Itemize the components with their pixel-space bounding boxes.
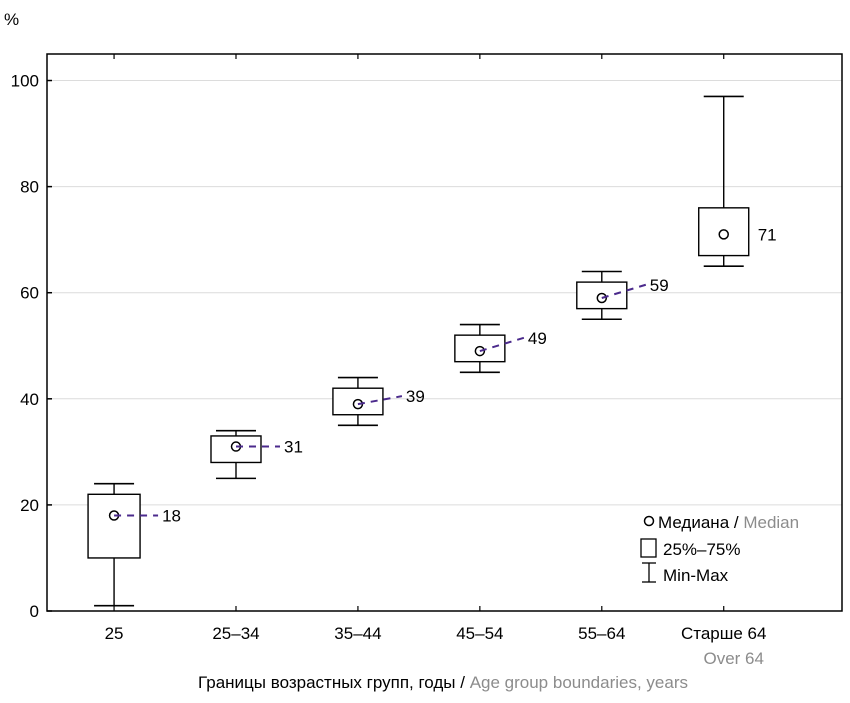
iqr-box (454, 334, 506, 363)
median-value-label: 18 (162, 507, 181, 526)
boxes: 18 31 39 49 59 71 (87, 95, 777, 607)
x-axis-label: Границы возрастных групп, годы / Age gro… (198, 673, 688, 692)
median-value-label: 49 (528, 329, 547, 348)
y-tick-label: 60 (20, 284, 39, 303)
y-tick-label: 100 (11, 72, 39, 91)
grid-lines (47, 80, 842, 506)
iqr-box (576, 281, 628, 310)
y-tick-label: 20 (20, 496, 39, 515)
x-axis-label-ru: Границы возрастных групп, годы (198, 673, 456, 692)
box-group: 18 (87, 482, 181, 607)
box-group: 71 (698, 95, 777, 267)
median-value-label: 39 (406, 387, 425, 406)
x-tick-label: 55–64 (578, 624, 625, 643)
y-tick-label: 40 (20, 390, 39, 409)
y-tick-label: 0 (30, 602, 39, 621)
y-tick-label: 80 (20, 178, 39, 197)
median-marker (474, 345, 486, 357)
median-marker (718, 229, 729, 240)
iqr-box (210, 435, 262, 464)
plot-frame (46, 53, 843, 612)
median-value-label: 31 (284, 438, 303, 457)
legend-median-separator: / (729, 513, 743, 532)
median-marker (596, 292, 608, 304)
legend-item-median: Медиана / Median (643, 513, 799, 532)
x-tick-sublabel: Over 64 (703, 649, 763, 668)
y-axis-label: % (4, 10, 19, 29)
box-group: 31 (210, 429, 303, 480)
legend-item-whisker: Min-Max (642, 562, 729, 585)
x-tick-label: 25–34 (212, 624, 259, 643)
median-value-label: 71 (758, 225, 777, 244)
legend-item-box: 25%–75% (640, 538, 741, 559)
legend-whisker-icon (642, 562, 656, 583)
x-tick-label: Старше 64 (681, 624, 767, 643)
legend-median-ru: Медиана (658, 513, 730, 532)
iqr-box (698, 207, 750, 257)
box-group: 59 (576, 270, 669, 321)
y-axis: 0 20 40 60 80 100 (11, 72, 52, 621)
box-group: 49 (454, 323, 547, 374)
x-axis-label-separator: / (456, 673, 470, 692)
x-tick-label: 25 (105, 624, 124, 643)
x-axis-label-en: Age group boundaries, years (470, 673, 688, 692)
box-group: 39 (332, 376, 425, 427)
x-tick-label: 35–44 (334, 624, 381, 643)
legend-median-en: Median (743, 513, 799, 532)
iqr-box (87, 493, 141, 559)
legend-whisker-label: Min-Max (663, 566, 729, 585)
legend-box-icon (640, 538, 657, 558)
legend-median-circle-icon (643, 515, 655, 527)
x-axis: 25 25–34 35–44 45–54 55–64 Старше 64 Over 64 (105, 54, 767, 668)
x-tick-label: 45–54 (456, 624, 503, 643)
legend: Медиана / Median 25%–75% Min-Max (640, 513, 799, 585)
legend-box-label: 25%–75% (663, 540, 741, 559)
legend-median-label: Медиана / Median (658, 513, 799, 532)
median-value-label: 59 (650, 276, 669, 295)
